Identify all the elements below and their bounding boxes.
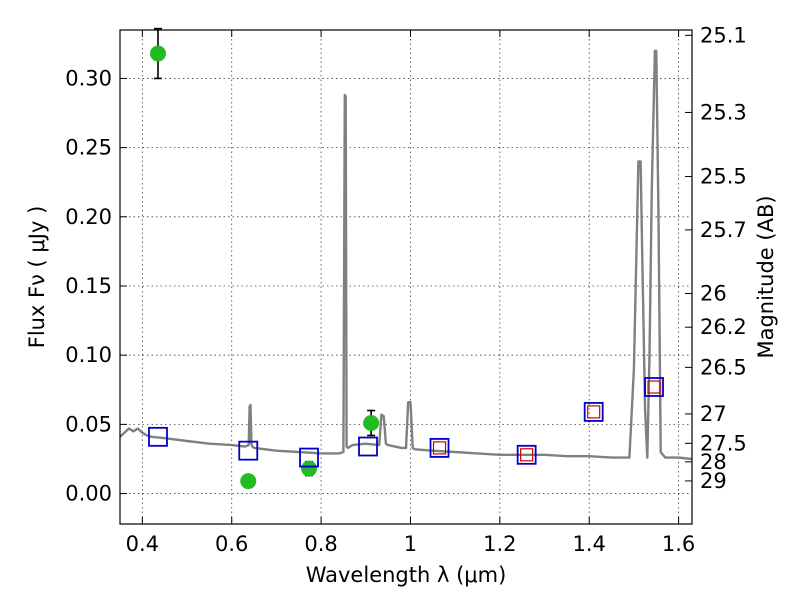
model-photometry-square — [299, 447, 319, 468]
plot-frame — [119, 29, 693, 525]
grid — [120, 30, 692, 524]
magnitude-tick-label: 26.5 — [700, 355, 747, 379]
y-tick-label: 0.30 — [65, 66, 112, 90]
model-photometry-square — [429, 437, 450, 458]
observed-flux-point — [240, 473, 257, 490]
y-tick-label: 0.15 — [65, 274, 112, 298]
nir-photometry-square — [647, 380, 661, 394]
x-tick-label: 1 — [404, 532, 417, 556]
nir-photometry-square — [520, 448, 534, 462]
magnitude-tick-label: 28 — [700, 450, 727, 474]
plot-series — [119, 27, 693, 490]
x-tick-label: 1.6 — [662, 532, 695, 556]
magnitude-tick-label: 27.5 — [700, 431, 747, 455]
y-tick-label: 0.05 — [65, 412, 112, 436]
y-tick-label: 0.25 — [65, 136, 112, 160]
y-tick-label: 0.20 — [65, 205, 112, 229]
model-photometry-square — [148, 426, 168, 447]
model-photometry-square — [238, 440, 259, 461]
nir-photometry-square — [587, 405, 601, 419]
x-tick-label: 0.4 — [126, 532, 159, 556]
model-photometry-square — [583, 402, 604, 422]
x-axis-label: Wavelength λ (μm) — [306, 563, 507, 587]
model-spectrum-line — [119, 49, 693, 461]
x-tick-labels: 0.4 0.6 0.8 1 1.2 1.4 1.6 — [126, 532, 696, 556]
magnitude-axis-label: Magnitude (AB) — [754, 195, 778, 358]
observed-flux-point — [149, 45, 166, 62]
model-photometry-square — [516, 444, 537, 465]
magnitude-tick-label: 25.5 — [700, 165, 747, 189]
x-tick-label: 1.2 — [483, 532, 516, 556]
observed-flux-point — [301, 460, 318, 477]
x-tick-label: 0.6 — [215, 532, 248, 556]
model-photometry-square — [644, 377, 664, 397]
y-tick-label: 0.10 — [65, 343, 112, 367]
y-tick-labels: 0.00 0.05 0.10 0.15 0.20 0.25 0.30 — [65, 66, 112, 505]
y-tick-label: 0.00 — [65, 482, 112, 506]
y-axis-label: Flux Fν ( μJy ) — [25, 206, 49, 349]
magnitude-tick-label: 29 — [700, 469, 727, 493]
magnitude-tick-label: 26.2 — [700, 315, 747, 339]
x-tick-label: 0.8 — [304, 532, 337, 556]
magnitude-tick-label: 25.1 — [700, 23, 747, 47]
observed-flux-point — [363, 414, 380, 431]
magnitude-tick-label: 26 — [700, 282, 727, 306]
magnitude-tick-label: 25.3 — [700, 100, 747, 124]
x-tick-label: 1.4 — [573, 532, 606, 556]
magnitude-tick-label: 27 — [700, 402, 727, 426]
axis-ticks — [120, 30, 692, 524]
model-photometry-square — [358, 436, 378, 457]
magnitude-tick-label: 25.7 — [700, 218, 747, 242]
nir-photometry-square — [432, 441, 447, 455]
